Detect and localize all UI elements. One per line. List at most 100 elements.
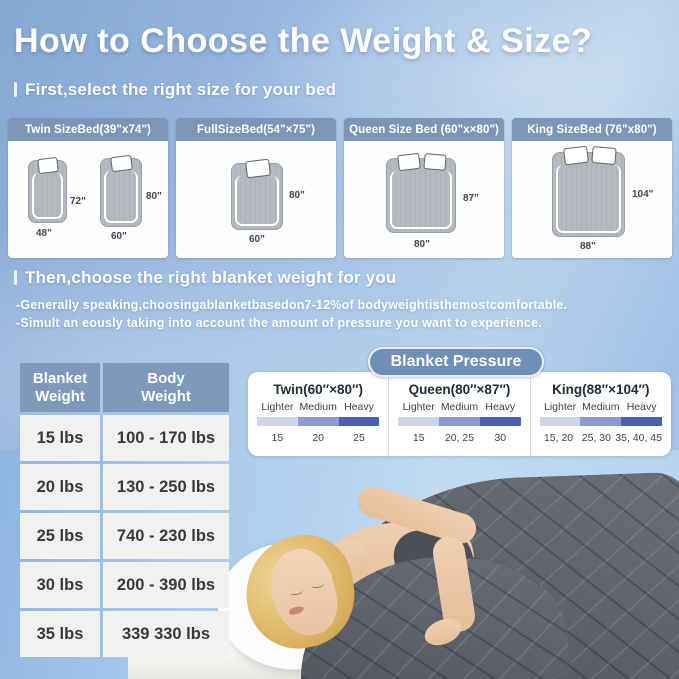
bar-segment-medium — [297, 417, 339, 426]
pillow — [563, 145, 589, 166]
col-header-blanket-weight: Blanket Weight — [20, 363, 100, 412]
blanket-weight-value: 20 lbs — [20, 464, 100, 510]
bar-segment-lighter — [539, 417, 581, 426]
pressure-levels: Lighter Medium Heavy — [257, 401, 379, 413]
bar-segment-lighter — [257, 417, 298, 426]
bar-segment-medium — [439, 417, 480, 426]
pressure-levels: Lighter Medium Heavy — [540, 401, 662, 413]
bed-diagram — [100, 154, 142, 227]
bed-height-label: 104" — [632, 189, 654, 200]
blanket-outline — [32, 173, 63, 219]
page-title: How to Choose the Weight & Size? — [14, 22, 593, 60]
blanket-weight-value: 35 lbs — [20, 611, 100, 657]
advice-line-1: -Generally speaking,choosingablanketbase… — [16, 298, 568, 312]
table-row: 25 lbs 740 - 230 lbs — [20, 513, 229, 559]
bar-segment-heavy — [338, 417, 380, 426]
pressure-values: 15, 20 25, 30 35, 40, 45 — [540, 432, 662, 444]
pressure-col-twin: Twin(60″×80″) Lighter Medium Heavy 15 20… — [248, 372, 388, 456]
bar-segment-medium — [580, 417, 622, 426]
blanket-pressure-badge: Blanket Pressure — [368, 347, 544, 377]
size-card-queen-title: Queen Size Bed (60"x×80") — [344, 118, 504, 141]
level-label: Heavy — [485, 401, 516, 413]
blanket-weight-value: 25 lbs — [20, 513, 100, 559]
pressure-value: 30 — [494, 432, 507, 444]
pressure-size-title: Twin(60″×80″) — [273, 382, 363, 397]
pressure-scale-bar — [398, 417, 521, 426]
pillow — [397, 152, 421, 172]
size-card-king: King SizeBed (76"x80") 104" 88" — [512, 118, 672, 258]
pillow — [591, 145, 617, 166]
size-card-queen-body: 87" 80" — [344, 141, 504, 258]
bed-height-label: 80" — [146, 191, 162, 202]
bed-diagram — [28, 156, 67, 223]
pressure-scale-bar — [257, 417, 380, 426]
section2-heading-label: Then,choose the right blanket weight for… — [25, 268, 397, 287]
bar-segment-lighter — [398, 417, 440, 426]
section1-heading-label: First,select the right size for your bed — [25, 80, 337, 99]
bar-segment-heavy — [479, 417, 521, 426]
heading-accent-bar — [14, 270, 17, 285]
bed-height-label: 80" — [289, 190, 305, 201]
bar-segment-heavy — [621, 417, 662, 426]
level-label: Medium — [582, 401, 620, 413]
pressure-value: 20 — [312, 432, 325, 444]
level-label: Heavy — [626, 401, 657, 413]
bed-diagram — [231, 158, 283, 230]
size-card-queen: Queen Size Bed (60"x×80") 87" 80" — [344, 118, 504, 258]
body-weight-range: 740 - 230 lbs — [103, 513, 229, 559]
pressure-size-title: King(88″×104″) — [552, 382, 650, 397]
section2-heading: Then,choose the right blanket weight for… — [14, 268, 397, 288]
pillow — [110, 154, 133, 173]
pressure-col-queen: Queen(80″×87″) Lighter Medium Heavy 15 2… — [388, 372, 529, 456]
pressure-value: 25, 30 — [581, 432, 611, 444]
size-card-king-title: King SizeBed (76"x80") — [512, 118, 672, 141]
pressure-value: 25 — [353, 432, 365, 444]
level-label: Lighter — [543, 401, 577, 413]
size-card-king-body: 104" 88" — [512, 141, 672, 258]
size-card-twin: Twin SizeBed(39"x74") 72" 48" 80" 60" — [8, 118, 168, 258]
body-weight-range: 100 - 170 lbs — [103, 415, 229, 461]
bed-width-label: 60" — [111, 231, 127, 242]
level-label: Medium — [440, 401, 479, 413]
pressure-col-king: King(88″×104″) Lighter Medium Heavy 15, … — [529, 372, 671, 456]
pressure-value: 15 — [412, 432, 425, 444]
pillow — [423, 153, 447, 171]
weight-table: Blanket Weight Body Weight 15 lbs 100 - … — [20, 363, 229, 660]
pillow — [37, 156, 59, 175]
bed-diagram — [552, 145, 625, 237]
table-row: 35 lbs 339 330 lbs — [20, 611, 229, 657]
blanket-weight-value: 30 lbs — [20, 562, 100, 608]
bed-diagram — [386, 152, 456, 233]
blanket-outline — [104, 171, 138, 223]
section1-heading: First,select the right size for your bed — [14, 80, 336, 100]
body-weight-range: 130 - 250 lbs — [103, 464, 229, 510]
blanket-outline — [235, 176, 279, 226]
advice-line-2: -Simult an eously taking into account th… — [16, 316, 542, 330]
heading-accent-bar — [14, 82, 17, 97]
pillow — [245, 158, 271, 179]
level-label: Heavy — [344, 401, 374, 413]
size-card-twin-body: 72" 48" 80" 60" — [8, 141, 168, 258]
blanket-weight-value: 15 lbs — [20, 415, 100, 461]
size-card-full-body: 80" 60" — [176, 141, 336, 258]
pressure-scale-bar — [539, 417, 662, 426]
bed-height-label: 87" — [463, 193, 479, 204]
size-card-twin-title: Twin SizeBed(39"x74") — [8, 118, 168, 141]
bed-width-label: 60" — [249, 234, 265, 245]
level-label: Medium — [299, 401, 337, 413]
pressure-values: 15 20, 25 30 — [398, 432, 520, 444]
pressure-panel: Twin(60″×80″) Lighter Medium Heavy 15 20… — [248, 372, 671, 456]
level-label: Lighter — [261, 401, 294, 413]
weight-table-header-row: Blanket Weight Body Weight — [20, 363, 229, 412]
pressure-value: 15, 20 — [543, 432, 574, 444]
body-weight-range: 200 - 390 lbs — [103, 562, 229, 608]
bed-height-label: 72" — [70, 196, 86, 207]
pressure-value: 15 — [271, 432, 284, 444]
table-row: 30 lbs 200 - 390 lbs — [20, 562, 229, 608]
pressure-value: 35, 40, 45 — [615, 432, 662, 444]
bed-width-label: 88" — [580, 241, 596, 252]
blanket-outline — [556, 165, 621, 233]
blanket-outline — [390, 171, 452, 229]
pressure-levels: Lighter Medium Heavy — [398, 401, 520, 413]
